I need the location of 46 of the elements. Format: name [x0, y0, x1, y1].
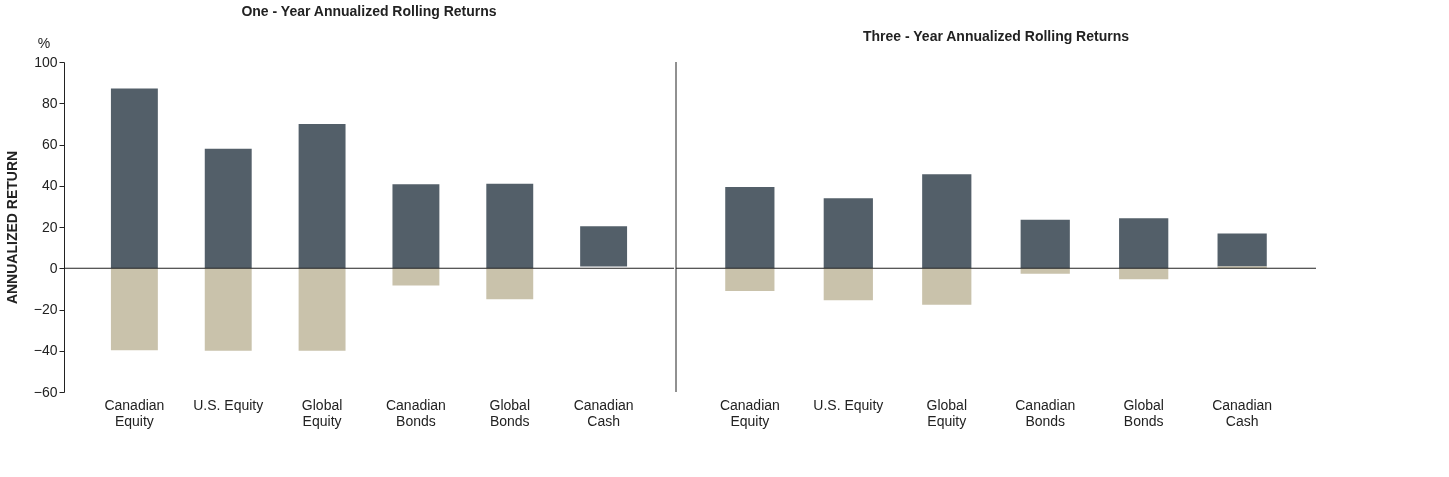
x-tick-label: U.S. Equity	[193, 396, 264, 413]
x-tick-label: Canadian Bonds	[385, 396, 446, 429]
bar	[392, 184, 440, 269]
x-tick-label: Canadian Equity	[104, 396, 165, 429]
chart-title: One - Year Annualized Rolling Returns	[241, 3, 497, 19]
x-tick-label: Canadian Bonds	[1015, 396, 1076, 429]
y-tick-label: 20	[41, 218, 58, 235]
bar	[204, 148, 252, 269]
y-tick-label: 0	[49, 259, 58, 276]
y-tick-label: 100	[34, 53, 58, 70]
text: %	[37, 35, 51, 51]
x-tick-label: Canadian Cash	[573, 396, 634, 429]
bar	[110, 268, 158, 351]
bar	[922, 174, 972, 269]
bar	[1119, 268, 1169, 280]
bar	[580, 226, 628, 267]
y-tick-label: 60	[41, 136, 58, 152]
x-tick-label: Global Equity	[301, 396, 343, 429]
bar	[298, 268, 346, 351]
y-tick-label: −20	[33, 301, 58, 317]
bar	[486, 268, 534, 300]
x-tick-label: Canadian Equity	[719, 396, 780, 429]
y-tick-label: −40	[33, 342, 58, 359]
x-tick-label: U.S. Equity	[813, 396, 884, 413]
bar	[725, 268, 775, 291]
bar	[204, 268, 252, 351]
x-tick-label: Global Bonds	[1123, 396, 1164, 429]
bar	[823, 268, 873, 301]
y-axis-title: ANNUALIZED RETURN	[3, 150, 20, 305]
chart-title: Three - Year Annualized Rolling Returns	[862, 27, 1130, 44]
bar	[1020, 219, 1070, 269]
bar	[725, 186, 775, 269]
bar	[823, 198, 873, 269]
x-tick-label: Global Equity	[926, 396, 967, 429]
y-tick-label: −60	[33, 383, 58, 400]
x-tick-label: Global Bonds	[489, 396, 530, 429]
bar	[1119, 218, 1169, 269]
x-tick-label: Canadian Cash	[1212, 396, 1273, 429]
bar	[110, 88, 158, 269]
y-tick-label: 80	[41, 94, 58, 111]
bar	[922, 268, 972, 305]
bar	[1217, 233, 1267, 267]
bar	[298, 123, 346, 269]
y-tick-label: 40	[41, 177, 58, 194]
bar	[392, 268, 440, 286]
bar	[486, 183, 534, 269]
